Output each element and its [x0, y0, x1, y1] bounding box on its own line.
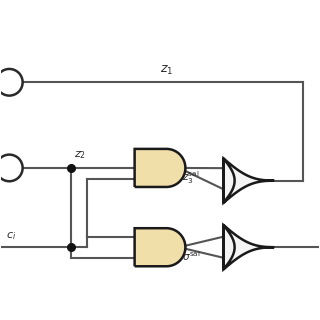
PathPatch shape: [223, 225, 274, 269]
PathPatch shape: [135, 228, 185, 266]
PathPatch shape: [223, 158, 274, 203]
PathPatch shape: [135, 149, 185, 187]
Text: $z_1$: $z_1$: [160, 63, 173, 76]
Text: $z_3^{\mathrm{sal}}$: $z_3^{\mathrm{sal}}$: [181, 170, 199, 186]
Text: $c_i$: $c_i$: [6, 230, 16, 242]
Text: $\sigma^{\mathrm{sal}}$: $\sigma^{\mathrm{sal}}$: [181, 249, 200, 263]
Text: $z_2$: $z_2$: [74, 149, 86, 161]
